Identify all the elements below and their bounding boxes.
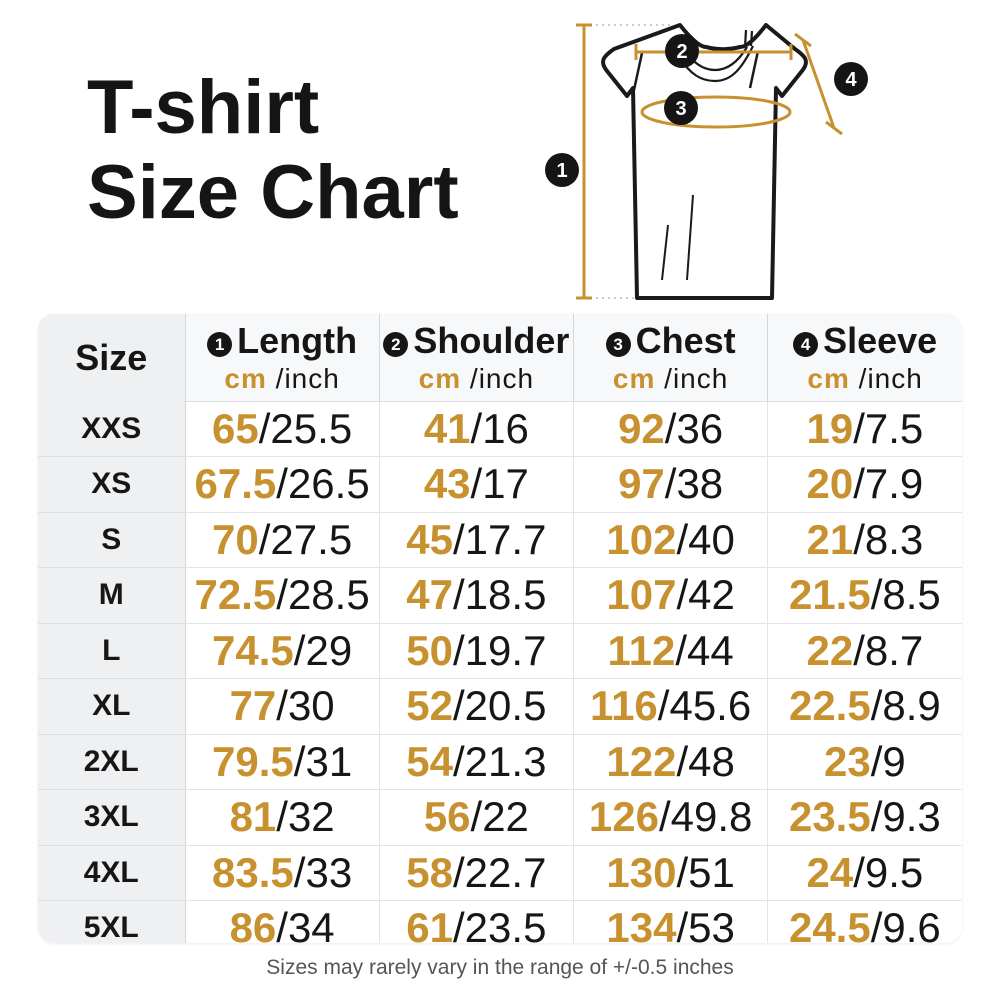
svg-text:2: 2 — [676, 41, 687, 63]
svg-text:1: 1 — [556, 160, 567, 182]
svg-text:3: 3 — [675, 98, 686, 120]
svg-text:4: 4 — [845, 69, 857, 91]
